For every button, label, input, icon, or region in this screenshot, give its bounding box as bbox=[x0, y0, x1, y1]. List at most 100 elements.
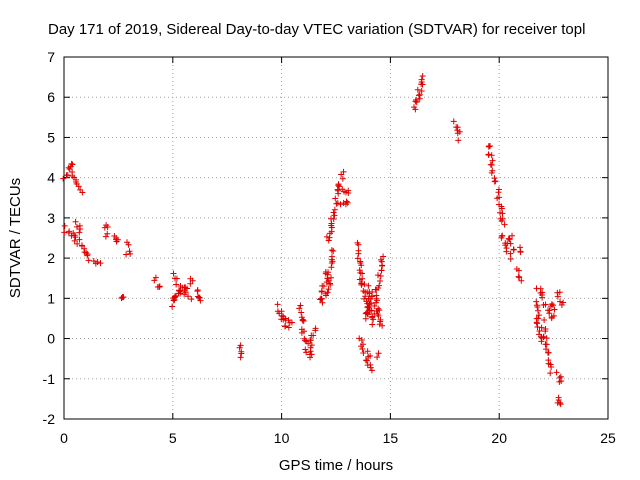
data-point bbox=[419, 81, 426, 88]
data-point bbox=[359, 345, 366, 352]
data-point bbox=[285, 317, 292, 324]
data-point bbox=[376, 282, 383, 289]
data-point bbox=[177, 288, 184, 295]
data-point bbox=[68, 160, 75, 167]
data-point bbox=[83, 249, 90, 256]
data-point bbox=[548, 315, 555, 322]
data-point bbox=[488, 152, 495, 159]
data-point bbox=[542, 341, 549, 348]
data-point bbox=[329, 258, 336, 265]
data-point bbox=[173, 281, 180, 288]
data-point bbox=[502, 242, 509, 249]
y-tick-label: 5 bbox=[47, 129, 55, 145]
data-point bbox=[337, 201, 344, 208]
data-point bbox=[492, 177, 499, 184]
data-point bbox=[510, 246, 517, 253]
data-point bbox=[330, 215, 337, 222]
data-point bbox=[84, 251, 91, 258]
data-point bbox=[305, 340, 312, 347]
data-point bbox=[285, 324, 292, 331]
data-point bbox=[173, 275, 180, 282]
data-point bbox=[318, 288, 325, 295]
data-point bbox=[125, 241, 132, 248]
data-point bbox=[536, 312, 543, 319]
data-point bbox=[543, 335, 550, 342]
data-point bbox=[319, 299, 326, 306]
data-point bbox=[323, 233, 330, 240]
y-tick-label: 1 bbox=[47, 290, 55, 306]
y-tick-label: 4 bbox=[47, 170, 55, 186]
y-tick-label: 2 bbox=[47, 250, 55, 266]
data-point bbox=[360, 349, 367, 356]
data-point bbox=[171, 293, 178, 300]
data-point bbox=[340, 168, 347, 175]
data-point bbox=[496, 194, 503, 201]
data-point bbox=[538, 338, 545, 345]
data-point bbox=[74, 240, 81, 247]
data-point bbox=[498, 217, 505, 224]
data-point bbox=[330, 209, 337, 216]
data-point bbox=[455, 137, 462, 144]
y-axis-title: SDTVAR / TECUs bbox=[7, 178, 24, 298]
data-point bbox=[332, 195, 339, 202]
data-point bbox=[354, 255, 361, 262]
data-point bbox=[418, 88, 425, 95]
data-point bbox=[378, 267, 385, 274]
data-point bbox=[365, 282, 372, 289]
data-point bbox=[97, 260, 104, 267]
data-point bbox=[325, 286, 332, 293]
data-point bbox=[356, 267, 363, 274]
data-point bbox=[194, 288, 201, 295]
data-point bbox=[375, 312, 382, 319]
data-point bbox=[454, 130, 461, 137]
data-point bbox=[278, 312, 285, 319]
data-point bbox=[359, 341, 366, 348]
data-point bbox=[356, 276, 363, 283]
data-point bbox=[560, 299, 567, 306]
data-point bbox=[312, 327, 319, 334]
data-point bbox=[355, 241, 362, 248]
data-point bbox=[298, 329, 305, 336]
data-point bbox=[76, 229, 83, 236]
data-point bbox=[367, 352, 374, 359]
data-point bbox=[366, 307, 373, 314]
data-point bbox=[85, 257, 92, 264]
data-point bbox=[489, 167, 496, 174]
y-tick-label: 6 bbox=[47, 89, 55, 105]
data-point bbox=[308, 342, 315, 349]
data-point bbox=[355, 250, 362, 257]
y-tick-label: 7 bbox=[47, 49, 55, 65]
data-point bbox=[542, 328, 549, 335]
data-point bbox=[413, 97, 420, 104]
data-point bbox=[71, 174, 78, 181]
data-point bbox=[170, 270, 177, 277]
data-point bbox=[327, 280, 334, 287]
data-point bbox=[126, 248, 133, 255]
data-point bbox=[515, 273, 522, 280]
data-point bbox=[368, 293, 375, 300]
data-point bbox=[365, 295, 372, 302]
data-point bbox=[556, 399, 563, 406]
data-point bbox=[362, 315, 369, 322]
data-point bbox=[489, 157, 496, 164]
data-point bbox=[188, 296, 195, 303]
data-point bbox=[156, 283, 163, 290]
data-point bbox=[236, 344, 243, 351]
data-point bbox=[498, 205, 505, 212]
data-point bbox=[339, 175, 346, 182]
data-point bbox=[331, 212, 338, 219]
data-point bbox=[302, 337, 309, 344]
data-point bbox=[509, 232, 516, 239]
data-point bbox=[358, 262, 365, 269]
data-point bbox=[327, 274, 334, 281]
data-point bbox=[318, 295, 325, 302]
data-point bbox=[61, 222, 68, 229]
data-points bbox=[60, 72, 567, 408]
data-point bbox=[515, 267, 522, 274]
data-point bbox=[543, 346, 550, 353]
data-point bbox=[282, 323, 289, 330]
data-point bbox=[412, 106, 419, 113]
data-point bbox=[274, 301, 281, 308]
data-point bbox=[330, 248, 337, 255]
